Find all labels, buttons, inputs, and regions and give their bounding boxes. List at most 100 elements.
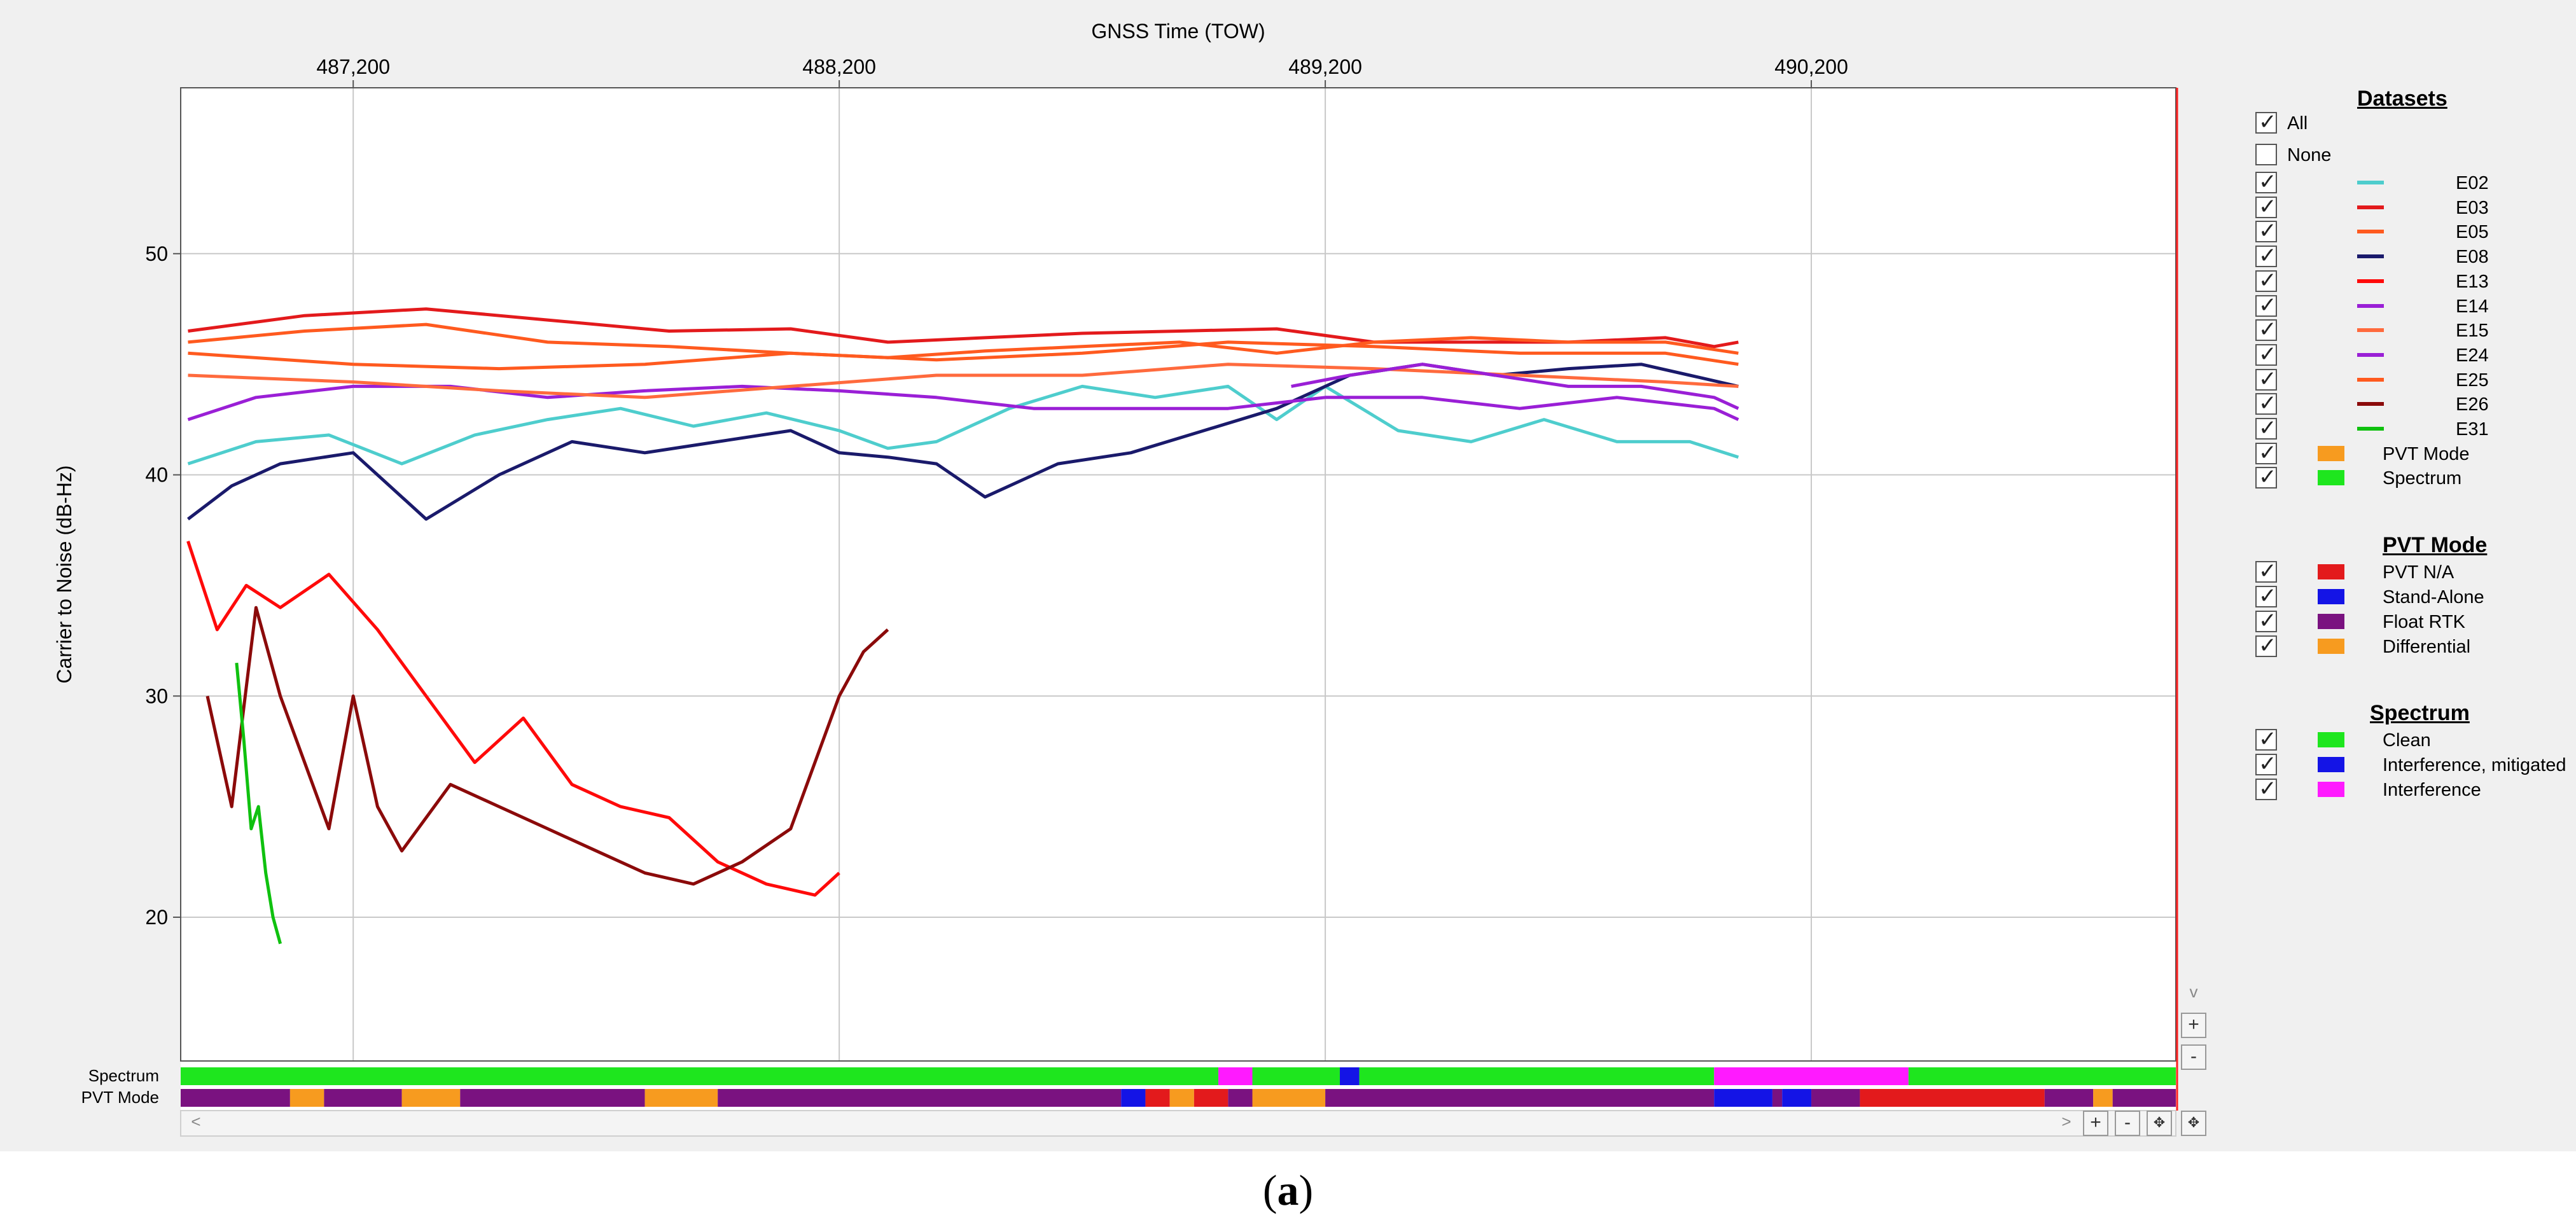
legend-label: Interference, mitigated bbox=[2383, 755, 2566, 775]
legend-row-e03[interactable]: E03 bbox=[2249, 194, 2567, 222]
grid bbox=[181, 88, 2176, 1061]
strip-segment bbox=[1121, 1089, 1146, 1107]
legend-swatch bbox=[2357, 279, 2384, 283]
strip-segment bbox=[1714, 1067, 1909, 1085]
legend-row-e08[interactable]: E08 bbox=[2249, 243, 2567, 271]
legend-checkbox[interactable] bbox=[2255, 293, 2277, 318]
legend-row-e02[interactable]: E02 bbox=[2249, 169, 2567, 197]
legend-row-e25[interactable]: E25 bbox=[2249, 366, 2567, 394]
legend-swatch bbox=[2318, 470, 2344, 486]
x-tick-label: 488,200 bbox=[802, 55, 876, 78]
legend-checkbox[interactable] bbox=[2255, 776, 2277, 801]
pvt-legend-title: PVT Mode bbox=[2383, 533, 2488, 557]
pan-handle-icon-corner[interactable]: ✥ bbox=[2181, 1111, 2206, 1136]
series-e31 bbox=[235, 662, 282, 945]
x-tick-label: 489,200 bbox=[1288, 55, 1362, 78]
caption-label: a bbox=[1277, 1166, 1299, 1214]
strip-segment bbox=[324, 1089, 402, 1107]
legend-checkbox[interactable] bbox=[2255, 464, 2277, 490]
legend-row-pvt-mode[interactable]: PVT Mode bbox=[2249, 440, 2567, 468]
legend-row-e15[interactable]: E15 bbox=[2249, 317, 2567, 345]
legend-label: E26 bbox=[2456, 394, 2489, 415]
scroll-left-button[interactable]: < bbox=[191, 1112, 201, 1131]
legend-checkbox[interactable] bbox=[2255, 751, 2277, 777]
strip-segment bbox=[1145, 1089, 1170, 1107]
legend-row-stand-alone[interactable]: Stand-Alone bbox=[2249, 583, 2567, 611]
axes: 487,200 488,200 489,200 490,200 20 30 40 50 Spec… bbox=[53, 20, 2178, 1111]
legend-swatch bbox=[2318, 782, 2344, 797]
series-e13 bbox=[186, 541, 840, 897]
chart-panel: 487,200 488,200 489,200 490,200 20 30 40 50 Spec… bbox=[0, 0, 2576, 1151]
spectrum-legend-title: Spectrum bbox=[2370, 701, 2470, 725]
strip-segment bbox=[1359, 1067, 1715, 1085]
legend-checkbox[interactable] bbox=[2255, 243, 2277, 268]
legend-row-e26[interactable]: E26 bbox=[2249, 391, 2567, 419]
zoom-in-button-horizontal[interactable]: + bbox=[2083, 1111, 2108, 1136]
legend-swatch bbox=[2357, 303, 2384, 308]
legend-row-differential[interactable]: Differential bbox=[2249, 633, 2567, 661]
none-checkbox[interactable] bbox=[2255, 144, 2277, 165]
legend-label: Stand-Alone bbox=[2383, 587, 2484, 607]
legend-row-interference-mitigated[interactable]: Interference, mitigated bbox=[2249, 751, 2567, 779]
strip-segment bbox=[1772, 1089, 1783, 1107]
strip-segment bbox=[1714, 1089, 1772, 1107]
scroll-right-button[interactable]: > bbox=[2061, 1112, 2071, 1131]
legend-checkbox[interactable] bbox=[2255, 415, 2277, 441]
legend-label: Interference bbox=[2383, 780, 2481, 800]
strip-segment bbox=[1252, 1067, 1340, 1085]
legend-checkbox[interactable] bbox=[2255, 440, 2277, 466]
horizontal-scrollbar bbox=[180, 1110, 2176, 1137]
legend-swatch bbox=[2357, 427, 2384, 431]
legend-row-clean[interactable]: Clean bbox=[2249, 726, 2567, 754]
strip-segment bbox=[1811, 1089, 1860, 1107]
strip-segment bbox=[289, 1089, 324, 1107]
legend-checkbox[interactable] bbox=[2255, 608, 2277, 634]
strip-segment bbox=[2044, 1089, 2094, 1107]
legend-label: E25 bbox=[2456, 370, 2489, 391]
legend-checkbox[interactable] bbox=[2255, 366, 2277, 392]
figure-caption: (a) bbox=[1262, 1166, 1314, 1214]
series-e05 bbox=[188, 322, 1739, 359]
legend-row-interference[interactable]: Interference bbox=[2249, 776, 2567, 804]
legend-checkbox[interactable] bbox=[2255, 726, 2277, 752]
legend-checkbox[interactable] bbox=[2255, 633, 2277, 658]
legend-swatch bbox=[2357, 352, 2384, 357]
legend-checkbox[interactable] bbox=[2255, 317, 2277, 342]
status-strips bbox=[180, 1067, 2176, 1137]
zoom-out-button-vertical[interactable]: - bbox=[2181, 1044, 2206, 1070]
legend-row-e24[interactable]: E24 bbox=[2249, 342, 2567, 370]
strip-segment bbox=[718, 1089, 1122, 1107]
legend-swatch bbox=[2357, 230, 2384, 234]
legend-row-float-rtk[interactable]: Float RTK bbox=[2249, 608, 2567, 636]
legend-label: E08 bbox=[2456, 247, 2489, 268]
scroll-down-button[interactable]: v bbox=[2189, 982, 2198, 1001]
legend-checkbox[interactable] bbox=[2255, 391, 2277, 416]
legend-all-row[interactable]: All bbox=[2249, 109, 2567, 137]
legend-none-row[interactable]: None bbox=[2249, 144, 2567, 169]
legend-swatch bbox=[2318, 757, 2344, 772]
none-label: None bbox=[2287, 145, 2332, 165]
series-e25 bbox=[188, 340, 1739, 371]
legend-checkbox[interactable] bbox=[2255, 268, 2277, 293]
legend-swatch bbox=[2357, 205, 2384, 209]
legend-checkbox[interactable] bbox=[2255, 218, 2277, 244]
legend-row-e31[interactable]: E31 bbox=[2249, 415, 2567, 443]
zoom-in-button-vertical[interactable]: + bbox=[2181, 1013, 2206, 1038]
legend-label: PVT Mode bbox=[2383, 443, 2470, 464]
legend-row-spectrum[interactable]: Spectrum bbox=[2249, 464, 2567, 492]
strip-segment bbox=[460, 1089, 645, 1107]
legend-checkbox[interactable] bbox=[2255, 558, 2277, 584]
zoom-out-button-horizontal[interactable]: - bbox=[2115, 1111, 2140, 1136]
legend-row-pvt-n-a[interactable]: PVT N/A bbox=[2249, 558, 2567, 586]
strip-segment bbox=[401, 1089, 461, 1107]
pan-handle-icon[interactable]: ✥ bbox=[2147, 1111, 2172, 1136]
legend-swatch bbox=[2318, 589, 2344, 604]
legend-row-e05[interactable]: E05 bbox=[2249, 218, 2567, 246]
legend-row-e13[interactable]: E13 bbox=[2249, 268, 2567, 296]
legend-checkbox[interactable] bbox=[2255, 169, 2277, 195]
legend-row-e14[interactable]: E14 bbox=[2249, 293, 2567, 321]
legend-checkbox[interactable] bbox=[2255, 194, 2277, 219]
legend-checkbox[interactable] bbox=[2255, 583, 2277, 609]
all-checkbox[interactable] bbox=[2255, 109, 2277, 135]
legend-checkbox[interactable] bbox=[2255, 342, 2277, 367]
